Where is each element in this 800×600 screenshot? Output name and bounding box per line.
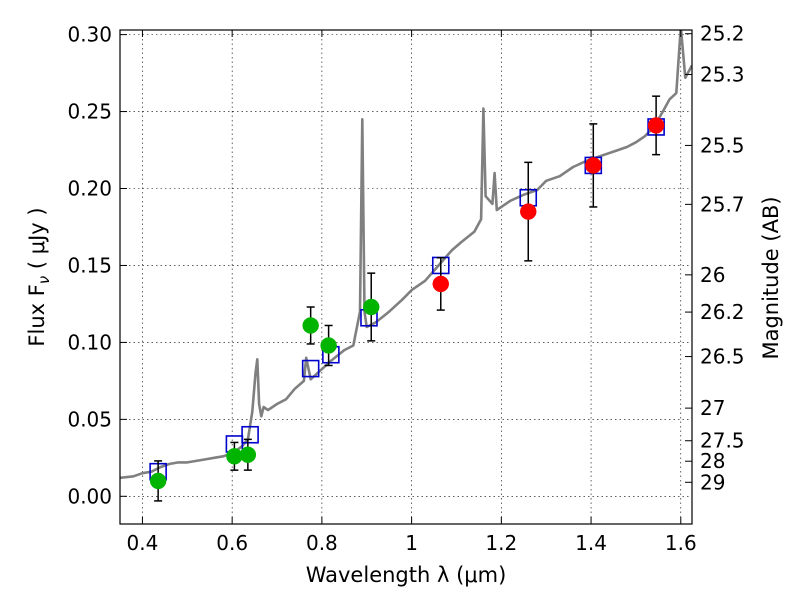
y-tick-label: 0.05: [67, 407, 112, 431]
x-axis-label: Wavelength λ (μm): [306, 563, 507, 587]
data-point-optical: [362, 298, 380, 316]
x-tick-label: 1.4: [575, 531, 607, 555]
data-point-optical: [239, 446, 257, 463]
x-tick-label: 1.6: [665, 531, 697, 555]
right-tick-label: 25.5: [700, 133, 745, 157]
y-axis-label: Flux Fν ( μJy ): [25, 207, 53, 346]
y-axis-label-sub: ν: [35, 276, 53, 284]
y-tick-label: 0.00: [67, 484, 112, 508]
error-bars: [154, 95, 661, 502]
right-tick-label: 25.2: [700, 22, 745, 46]
observed-points: [149, 117, 665, 490]
y-axis-label-unit: ( μJy ): [25, 207, 49, 275]
x-tick-label: 1: [405, 531, 418, 555]
right-tick-label: 27: [700, 396, 725, 420]
data-point-nir: [585, 157, 602, 174]
x-tick-label: 0.4: [127, 531, 159, 555]
right-axis-label: Magnitude (AB): [759, 196, 783, 359]
right-tick-label: 28: [700, 449, 725, 473]
data-point-optical: [302, 317, 319, 334]
data-point-nir: [432, 275, 450, 293]
y-tick-label: 0.15: [67, 253, 112, 277]
y-tick-label: 0.25: [67, 100, 112, 124]
y-tick-label: 0.30: [67, 23, 112, 47]
right-tick-label: 25.3: [700, 62, 745, 86]
data-point-nir: [647, 117, 665, 134]
right-tick-label: 25.7: [700, 192, 745, 216]
right-tick-label: 29: [700, 470, 725, 494]
x-tick-label: 0.6: [216, 531, 248, 555]
model-box: [301, 359, 320, 378]
y-axis-label-main: Flux F: [25, 284, 49, 346]
plot-background: [120, 30, 692, 524]
right-tick-label: 27.5: [700, 429, 745, 453]
grid: [120, 30, 692, 524]
right-tick-label: 26.2: [700, 300, 745, 324]
data-point-optical: [149, 472, 167, 490]
axis-ticks: 0.4 0.6 0.8 1 1.2 1.4 1.6 0.00 0.05 0.10 0.15 0.20 0…: [67, 22, 744, 555]
data-point-optical: [320, 337, 337, 354]
right-tick-label: 26: [700, 263, 725, 287]
model-box: [241, 425, 259, 444]
right-tick-label: 26.5: [700, 345, 745, 369]
y-tick-label: 0.10: [67, 330, 112, 354]
plot-frame: [119, 29, 693, 525]
x-tick-label: 0.8: [306, 531, 338, 555]
data-point-nir: [520, 203, 537, 220]
y-tick-label: 0.20: [67, 177, 112, 201]
x-tick-label: 1.2: [485, 531, 517, 555]
